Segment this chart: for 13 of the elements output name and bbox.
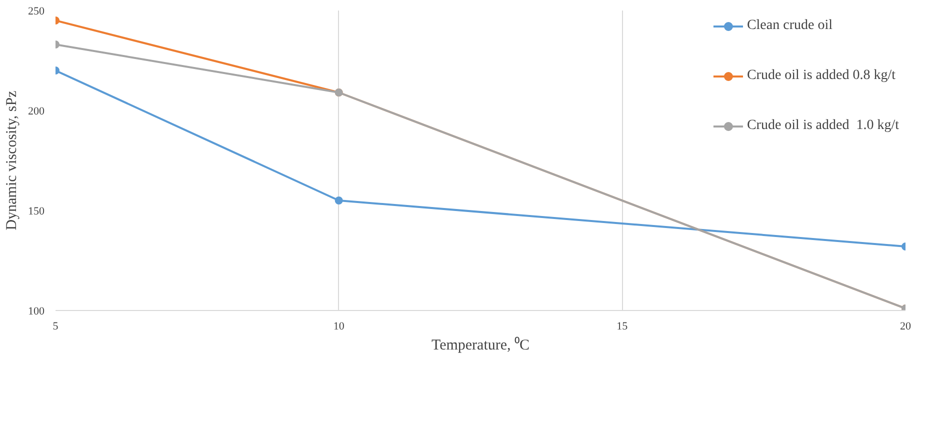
y-tick-label: 200	[28, 106, 45, 118]
y-tick-label: 100	[28, 306, 45, 318]
legend-label: Clean crude oil	[746, 18, 832, 34]
y-tick-label: 250	[28, 6, 45, 18]
y-tick-label: 150	[28, 206, 45, 218]
legend-label: Crude oil is added 0.8 kg/t	[746, 68, 896, 84]
x-axis-title: Temperature, ⁰C	[431, 336, 530, 354]
legend-label: Crude oil is added 1.0 kg/t	[746, 118, 899, 134]
x-tick-label: 20	[900, 320, 912, 332]
x-tick-label: 15	[616, 320, 628, 332]
x-tick-label: 5	[52, 320, 59, 332]
x-tick-label: 10	[333, 320, 345, 332]
y-axis-title: Dynamic viscosity, sPz	[4, 90, 20, 230]
